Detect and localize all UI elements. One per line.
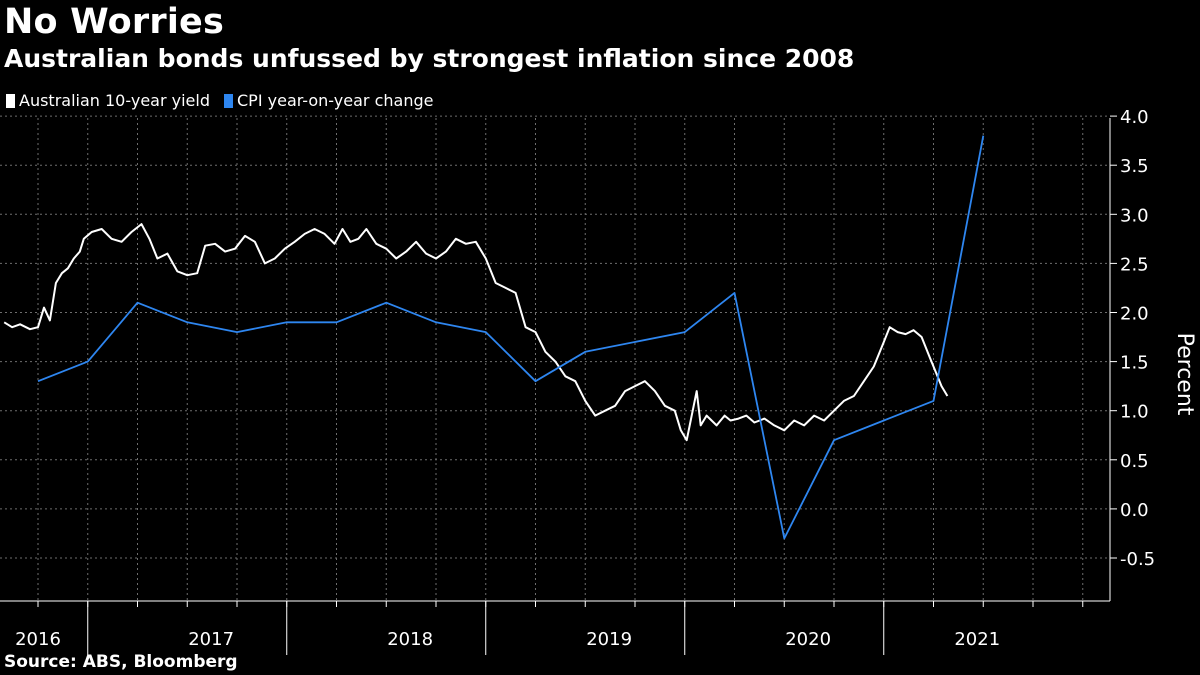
legend: Australian 10-year yield CPI year-on-yea… [6,91,433,110]
series-line-cpi [37,135,985,540]
chart-subtitle: Australian bonds unfussed by strongest i… [4,44,855,73]
source-note: Source: ABS, Bloomberg [4,652,238,672]
legend-label-cpi: CPI year-on-year change [237,91,434,110]
y-tick-label: -0.5 [1120,549,1155,570]
y-tick-label: 3.5 [1120,156,1149,177]
x-year-label: 2021 [954,629,1000,650]
y-tick-label: 1.5 [1120,353,1149,374]
legend-entry-yield: Australian 10-year yield [6,91,210,110]
y-axis-title: Percent [1172,333,1197,416]
y-tick-label: 0.0 [1120,500,1149,521]
y-tick-label: 2.0 [1120,304,1149,325]
legend-entry-cpi: CPI year-on-year change [224,91,433,110]
y-tick-label: 0.5 [1120,451,1149,472]
y-tick-label: 2.5 [1120,254,1149,275]
x-year-label: 2016 [15,629,61,650]
legend-swatch-cpi [224,93,233,108]
x-year-label: 2018 [387,629,433,650]
series-line-yield [3,223,949,442]
chart-title: No Worries [4,2,225,42]
legend-swatch-yield [6,93,15,108]
x-year-label: 2020 [785,629,831,650]
y-tick-label: 4.0 [1120,107,1149,128]
legend-label-yield: Australian 10-year yield [19,91,210,110]
y-tick-label: 3.0 [1120,205,1149,226]
x-year-label: 2019 [586,629,632,650]
x-year-label: 2017 [188,629,234,650]
y-tick-label: 1.0 [1120,402,1149,423]
